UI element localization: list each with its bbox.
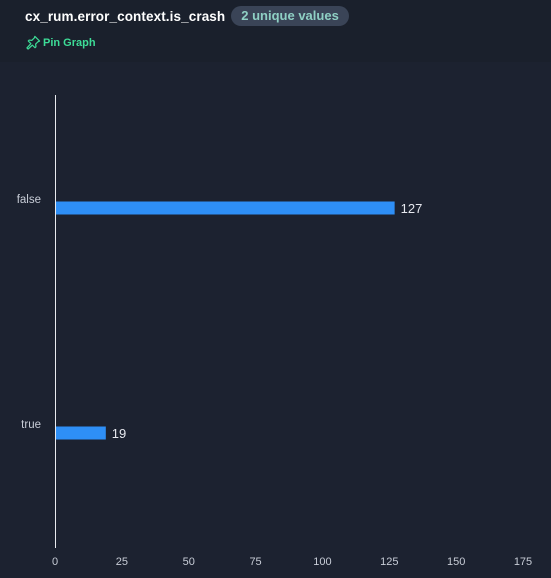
- x-tick-label: 75: [249, 556, 261, 568]
- pin-graph-label: Pin Graph: [43, 36, 96, 49]
- unique-values-badge: 2 unique values: [231, 6, 349, 26]
- bar-value-label: 19: [112, 426, 126, 441]
- graph-header: cx_rum.error_context.is_crash 2 unique v…: [0, 0, 551, 62]
- category-label: true: [21, 419, 41, 431]
- title-row: cx_rum.error_context.is_crash 2 unique v…: [25, 5, 349, 27]
- bar-true[interactable]: [56, 426, 106, 440]
- field-name: cx_rum.error_context.is_crash: [25, 8, 226, 24]
- category-label: false: [17, 194, 41, 206]
- x-tick-label: 150: [447, 556, 465, 568]
- bar-chart: 0 25 50 75 100 125 150 175 false 127 true 19: [17, 95, 532, 568]
- x-tick-label: 50: [183, 556, 195, 568]
- x-tick-label: 25: [116, 556, 128, 568]
- x-tick-label: 125: [380, 556, 398, 568]
- pin-graph-button[interactable]: Pin Graph: [26, 35, 96, 50]
- x-tick-label: 175: [514, 556, 532, 568]
- x-tick-label: 100: [313, 556, 331, 568]
- bar-value-label: 127: [401, 201, 423, 216]
- bar-false[interactable]: [56, 201, 395, 215]
- x-tick-label: 0: [52, 556, 58, 568]
- pin-icon: [26, 35, 41, 50]
